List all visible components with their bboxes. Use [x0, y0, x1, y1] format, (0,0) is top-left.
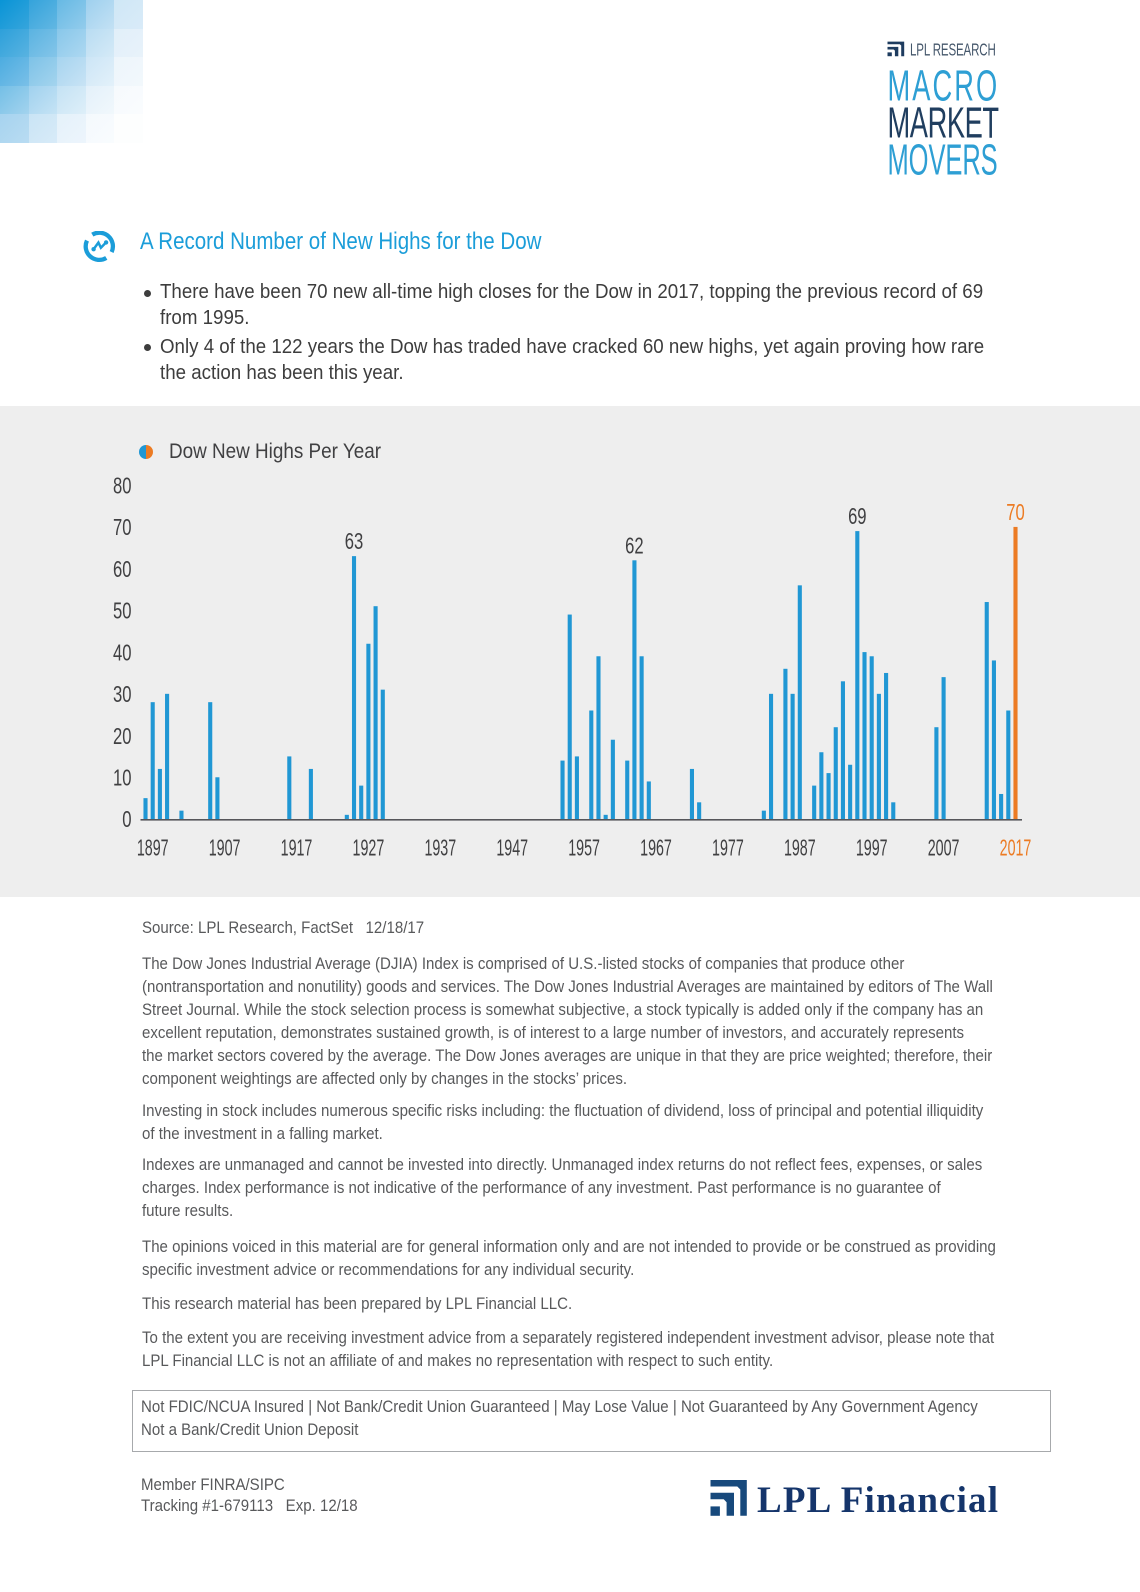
svg-text:1907: 1907	[209, 835, 241, 861]
svg-text:1957: 1957	[568, 835, 600, 861]
svg-text:20: 20	[113, 723, 132, 749]
svg-text:MOVERS: MOVERS	[888, 134, 998, 184]
svg-text:62: 62	[625, 532, 644, 558]
svg-text:1927: 1927	[353, 835, 385, 861]
svg-text:63: 63	[345, 528, 364, 554]
svg-text:1997: 1997	[856, 835, 888, 861]
svg-text:MACRO: MACRO	[888, 61, 998, 110]
svg-text:1947: 1947	[496, 835, 528, 861]
svg-text:Dow New Highs Per Year: Dow New Highs Per Year	[169, 440, 381, 463]
svg-text:70: 70	[113, 514, 132, 540]
svg-text:1937: 1937	[424, 835, 456, 861]
svg-text:1917: 1917	[281, 835, 313, 861]
svg-text:10: 10	[113, 764, 132, 790]
svg-text:69: 69	[848, 503, 867, 529]
svg-text:40: 40	[113, 639, 132, 665]
svg-text:MARKET: MARKET	[888, 98, 1000, 147]
svg-text:60: 60	[113, 556, 132, 582]
svg-text:1987: 1987	[784, 835, 816, 861]
svg-text:0: 0	[122, 806, 131, 832]
svg-text:1977: 1977	[712, 835, 744, 861]
svg-text:80: 80	[113, 472, 132, 498]
svg-text:LPL RESEARCH: LPL RESEARCH	[910, 41, 996, 60]
svg-text:30: 30	[113, 681, 132, 707]
svg-text:LPL Financial: LPL Financial	[757, 1480, 999, 1521]
svg-text:70: 70	[1006, 499, 1025, 525]
svg-text:2017: 2017	[1000, 835, 1032, 861]
svg-text:1967: 1967	[640, 835, 672, 861]
svg-text:2007: 2007	[928, 835, 960, 861]
svg-text:50: 50	[113, 598, 132, 624]
svg-text:1897: 1897	[137, 835, 169, 861]
